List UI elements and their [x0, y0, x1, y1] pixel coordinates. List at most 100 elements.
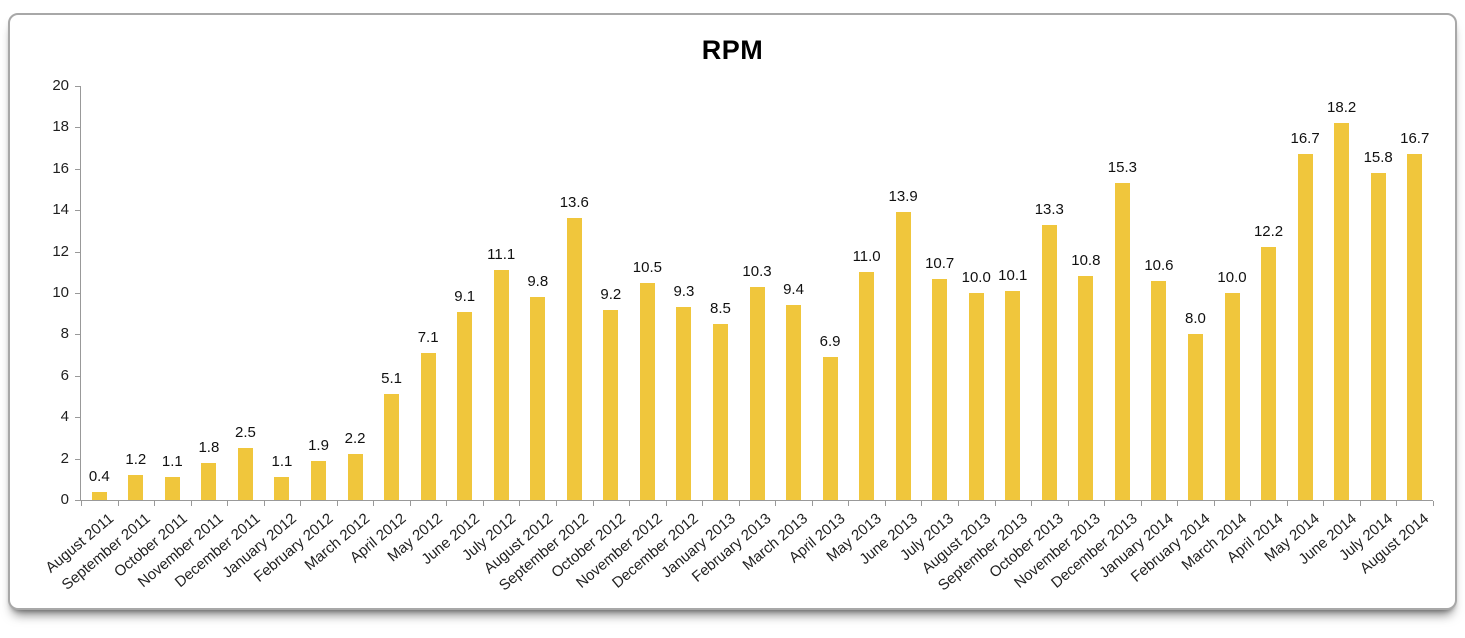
x-tick [994, 501, 996, 506]
bar [786, 305, 802, 500]
x-tick [1140, 501, 1142, 506]
bar [749, 286, 765, 500]
bar [91, 491, 107, 500]
x-tick [1250, 501, 1252, 506]
bar [712, 324, 728, 500]
bar [347, 454, 363, 500]
y-tick [75, 86, 80, 87]
bar [1078, 276, 1094, 500]
bar-value-label: 9.1 [454, 287, 476, 305]
x-tick [409, 501, 411, 506]
bar [128, 475, 144, 500]
bar-value-label: 10.1 [998, 266, 1028, 284]
x-tick [300, 501, 302, 506]
x-tick [227, 501, 229, 506]
x-tick [1396, 501, 1398, 506]
bar-value-label: 0.4 [88, 467, 110, 485]
x-tick [519, 501, 521, 506]
y-tick-label: 18 [52, 118, 69, 136]
bar [1297, 154, 1313, 500]
x-tick [1177, 501, 1179, 506]
bar-value-label: 1.1 [271, 453, 293, 471]
plot-area: 0 2 4 6 8 10 12 14 16 18 20 0.4 August 2011 1.2 Septem… [43, 77, 1434, 594]
y-tick [75, 251, 80, 253]
bar [1224, 293, 1240, 500]
bar [237, 448, 253, 500]
x-tick [190, 501, 192, 506]
bar-value-label: 8.5 [710, 300, 731, 318]
bar-value-label: 1.1 [161, 453, 183, 471]
chart-frame: RPM 0 2 4 6 8 10 12 14 16 18 20 0.4 August 2011 1.2 Se… [8, 13, 1457, 610]
bar-value-label: 1.8 [198, 438, 220, 456]
bar-value-label: 10.0 [961, 269, 991, 286]
bar [1187, 334, 1203, 500]
bar-value-label: 5.1 [381, 370, 403, 388]
x-tick [848, 501, 850, 506]
x-tick [117, 501, 119, 506]
x-tick [775, 501, 777, 506]
bar-value-label: 9.4 [783, 281, 804, 299]
bar-value-label: 18.2 [1327, 99, 1357, 117]
bar [1370, 172, 1386, 500]
x-tick [1067, 501, 1069, 506]
bar-value-label: 13.3 [1034, 200, 1064, 218]
y-tick-label: 10 [52, 284, 69, 301]
y-tick [75, 127, 80, 129]
y-tick [75, 168, 80, 170]
bar-value-label: 7.1 [417, 329, 439, 347]
x-tick [884, 501, 886, 506]
bar-value-label: 1.9 [308, 436, 329, 454]
y-tick-label: 12 [52, 242, 69, 260]
bar-value-label: 9.8 [527, 273, 549, 291]
y-tick [75, 210, 80, 212]
chart-title: RPM [701, 35, 764, 65]
bar-value-label: 11.1 [487, 246, 516, 264]
y-tick-label: 8 [60, 325, 69, 343]
bar [1334, 123, 1350, 500]
y-tick [75, 500, 80, 501]
bar [530, 297, 546, 500]
x-tick [1433, 501, 1434, 506]
bar-value-label: 16.7 [1400, 130, 1430, 148]
bar [1261, 247, 1277, 500]
bar [1407, 154, 1423, 500]
x-tick [665, 501, 667, 506]
x-tick [482, 501, 484, 506]
y-tick-label: 6 [60, 366, 69, 384]
bar-value-label: 9.3 [673, 283, 695, 301]
x-tick [556, 501, 558, 506]
bar-value-label: 10.7 [925, 254, 955, 272]
x-tick [373, 501, 375, 506]
bar-value-label: 13.6 [559, 194, 589, 212]
bar [493, 270, 509, 500]
x-tick [811, 501, 813, 506]
x-tick [1031, 501, 1033, 506]
x-tick [1323, 501, 1325, 506]
bar [1005, 290, 1021, 500]
bar-value-label: 13.9 [888, 188, 918, 206]
x-tick [1213, 501, 1215, 506]
bar [639, 282, 655, 500]
bar-value-label: 8.0 [1185, 310, 1206, 328]
x-tick [592, 501, 594, 506]
y-tick-label: 2 [60, 449, 69, 467]
bar-value-label: 2.2 [344, 430, 366, 448]
x-tick [1286, 501, 1288, 506]
bar [1114, 183, 1130, 500]
bar-value-label: 9.2 [600, 285, 622, 303]
bar-value-label: 10.5 [632, 258, 662, 276]
bar [968, 293, 984, 500]
bar [859, 272, 875, 500]
y-tick [75, 334, 80, 336]
y-tick-label: 14 [52, 201, 69, 219]
bar-value-label: 11.0 [852, 248, 881, 266]
y-tick-label: 4 [60, 408, 69, 426]
bar [164, 477, 180, 500]
y-tick [75, 293, 80, 294]
bar-value-label: 6.9 [819, 333, 841, 351]
bar [932, 278, 948, 500]
bar-value-label: 2.5 [234, 424, 256, 442]
bar [420, 353, 436, 500]
bar-value-label: 10.0 [1217, 269, 1247, 286]
bar [384, 394, 400, 500]
